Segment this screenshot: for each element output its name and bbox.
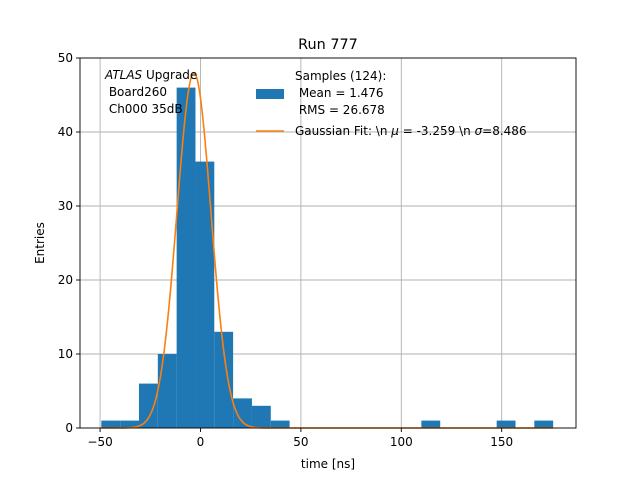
y-tick-label: 0 [65, 421, 73, 435]
x-tick-label: 100 [390, 435, 413, 449]
legend-hist-swatch [256, 89, 284, 99]
histogram-bar [157, 354, 177, 428]
annotation-line-1: Upgrade [142, 68, 197, 82]
histogram-bar [138, 383, 158, 428]
legend: Samples (124): Mean = 1.476 RMS = 26.678… [256, 69, 527, 138]
histogram-bar [233, 398, 252, 428]
x-tick-label: 150 [490, 435, 513, 449]
legend-hist-label-2: Mean = 1.476 [295, 86, 384, 100]
legend-fit-label: Gaussian Fit: \n μ = -3.259 \n σ=8.486 [295, 124, 527, 138]
legend-fit-mu-symbol: μ [390, 124, 399, 138]
y-tick-label: 40 [58, 125, 73, 139]
annotation-line-2: Board260 [105, 85, 167, 99]
y-tick-label: 50 [58, 51, 73, 65]
atlas-word: ATLAS [104, 68, 143, 82]
y-axis-ticks: 0 10 20 30 40 50 [58, 51, 80, 435]
legend-fit-prefix: Gaussian Fit: \n [295, 124, 391, 138]
legend-hist-label-1: Samples (124): [295, 69, 386, 83]
x-axis-label: time [ns] [301, 457, 355, 471]
svg-text:ATLAS Upgrade: ATLAS Upgrade [104, 68, 197, 82]
histogram-bar [251, 405, 271, 428]
histogram-bar [176, 87, 196, 428]
x-axis-ticks: −50 0 50 100 150 [87, 428, 513, 449]
legend-fit-mu-value: = -3.259 \n [399, 124, 475, 138]
plot-frame [79, 57, 577, 429]
legend-hist-label-3: RMS = 26.678 [295, 103, 385, 117]
histogram-bar [214, 331, 234, 428]
histogram-bar [496, 420, 516, 428]
x-tick-label: 0 [197, 435, 205, 449]
legend-fit-sigma-value: =8.486 [482, 124, 526, 138]
histogram-bar [195, 161, 215, 428]
histogram-bar [270, 420, 290, 428]
histogram-bar [101, 420, 121, 428]
y-axis-label: Entries [33, 222, 47, 264]
annotation-line-3: Ch000 35dB [105, 102, 183, 116]
histogram-bar [120, 420, 139, 428]
atlas-annotation: ATLAS Upgrade Board260 Ch000 35dB [104, 68, 197, 116]
chart-title: Run 777 [298, 37, 358, 53]
histogram-bar [421, 420, 441, 428]
y-tick-label: 30 [58, 199, 73, 213]
x-tick-label: −50 [87, 435, 112, 449]
legend-fit-sigma-symbol: σ [475, 124, 483, 138]
y-tick-label: 10 [58, 347, 73, 361]
x-tick-label: 50 [293, 435, 308, 449]
histogram-bar [534, 420, 554, 428]
y-tick-label: 20 [58, 273, 73, 287]
histogram-bars [101, 87, 554, 428]
